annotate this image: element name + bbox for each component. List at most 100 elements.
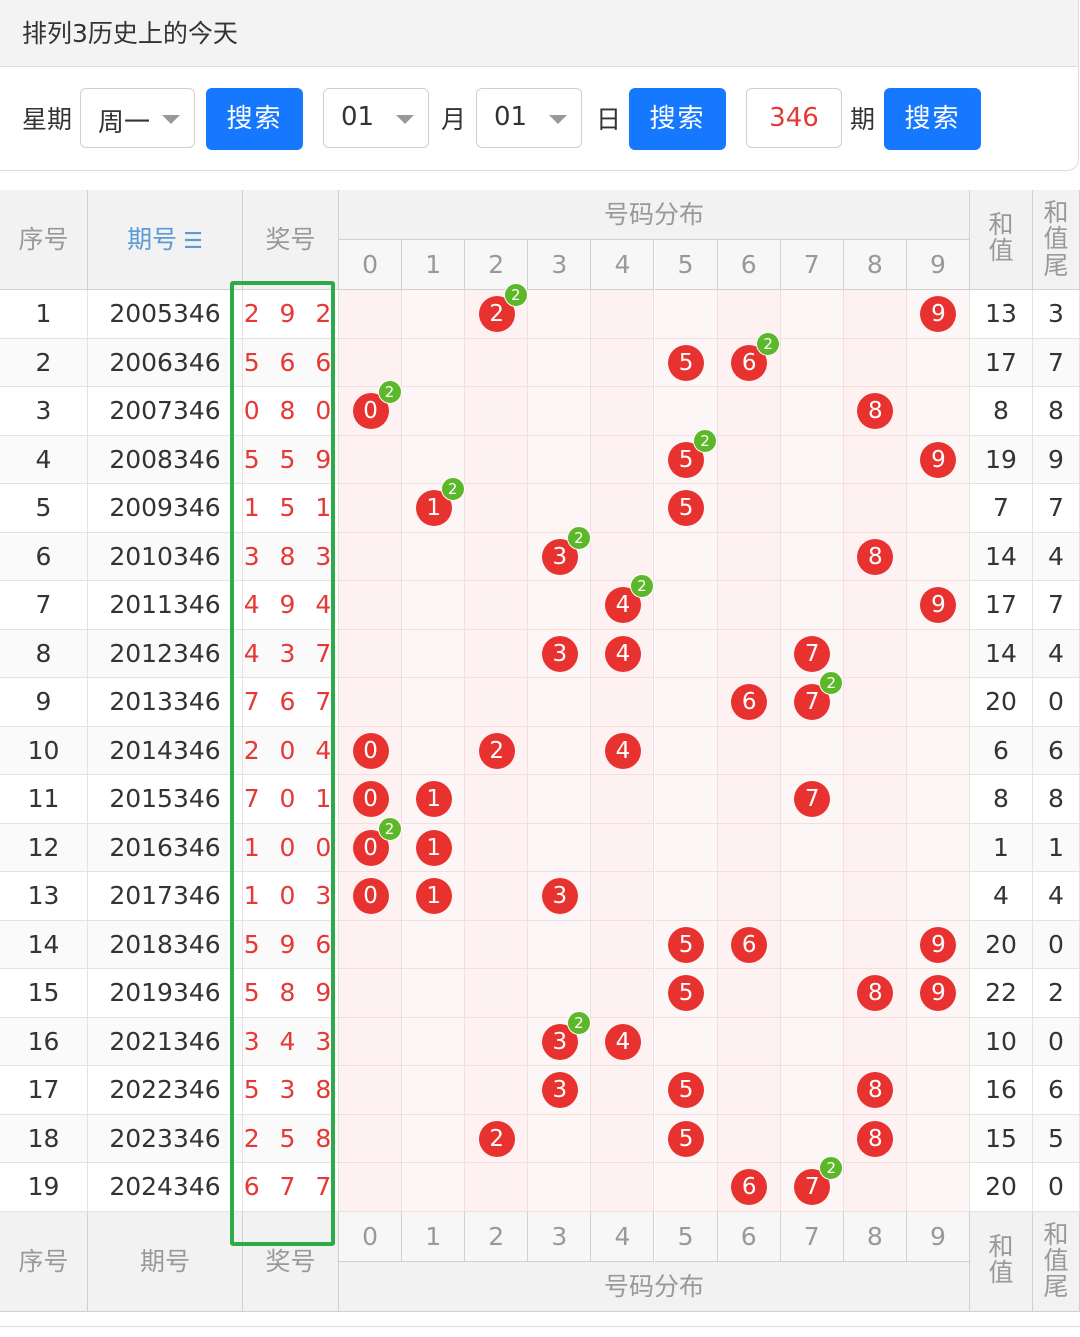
header-digit-label: 6 [740,250,757,279]
digit-cell-2: 2 [465,726,529,775]
number-ball: 5 [668,926,705,963]
digit-cell-8 [843,629,907,678]
repeat-count-badge: 2 [693,428,718,453]
row-award-value: 5 3 8 [243,1075,338,1104]
digit-cell-7 [780,969,844,1018]
period-input[interactable]: 346 [746,88,842,148]
row-sum-value: 14 [985,541,1017,571]
digit-cell-9 [906,775,970,824]
digit-cell-8 [843,484,907,533]
header-index: 序号 [0,190,88,290]
digit-cell-0 [339,969,403,1018]
digit-cell-0 [339,678,403,727]
repeat-count-badge: 2 [377,380,402,405]
header-award: 奖号 [243,190,339,290]
digit-cell-8 [843,290,907,339]
row-period-value: 2012346 [109,638,221,668]
number-ball: 0 [352,781,389,818]
row-index-value: 8 [35,638,52,668]
period-search-button[interactable]: 搜索 [884,88,981,150]
digit-cell-2 [465,629,529,678]
repeat-count-badge: 2 [819,671,844,696]
digit-cell-5 [654,1017,718,1066]
header-distribution-label: 号码分布 [603,200,704,229]
weekday-select[interactable]: 周一 [80,88,195,148]
digit-cell-8: 8 [843,1066,907,1115]
date-search-button[interactable]: 搜索 [629,88,726,150]
number-ball: 8 [857,975,894,1012]
digit-cell-9: 9 [906,435,970,484]
digit-cell-7 [780,532,844,581]
weekday-label: 星期 [22,105,73,134]
row-index-value: 18 [27,1123,60,1153]
digit-cell-8 [843,726,907,775]
digit-cell-4 [591,920,655,969]
row-index-value: 13 [27,881,60,910]
row-sum-value: 4 [993,881,1009,910]
row-period-value: 2011346 [109,590,221,619]
row-sum-tail-value: 0 [1048,687,1064,716]
header-digit-3: 3 [528,1211,592,1262]
digit-cell-5: 5 [654,484,718,533]
header-digit-0: 0 [339,240,403,290]
header-digit-9: 9 [906,1211,970,1262]
row-index: 13 [0,872,88,921]
digit-cell-1 [402,387,466,436]
header-digit-7: 7 [780,1211,844,1262]
row-award-value: 3 4 3 [243,1026,338,1056]
row-sum-value: 15 [985,1123,1017,1153]
row-index: 17 [0,1066,88,1115]
header-period[interactable]: 期号 ☰ [88,190,243,290]
row-period-value: 2018346 [109,929,221,959]
digit-cell-2 [465,1017,529,1066]
row-sum-value: 17 [985,590,1017,619]
digit-cell-1 [402,1017,466,1066]
row-period-value: 2024346 [109,1172,221,1201]
row-index: 12 [0,823,88,872]
row-sum: 20 [970,1163,1033,1212]
digit-cell-2 [465,920,529,969]
row-award-value: 4 9 4 [243,590,338,619]
row-sum-value: 22 [985,978,1017,1007]
weekday-search-button[interactable]: 搜索 [206,88,303,150]
digit-cell-1: 1 [402,872,466,921]
row-period: 2014346 [88,726,243,775]
digit-cell-1 [402,435,466,484]
row-period: 2022346 [88,1066,243,1115]
row-sum-value: 6 [993,735,1009,765]
row-index: 18 [0,1114,88,1163]
digit-cell-7 [780,290,844,339]
month-select[interactable]: 01 [323,88,429,148]
digit-cell-0 [339,484,403,533]
row-period: 2009346 [88,484,243,533]
header-distribution-label: 号码分布 [603,1271,704,1301]
header-digit-label: 9 [929,250,946,279]
row-award-value: 5 5 9 [243,444,338,474]
number-ball: 9 [920,296,957,333]
row-index: 5 [0,484,88,533]
digit-cell-8 [843,678,907,727]
header-award-label: 奖号 [265,225,316,254]
row-sum-tail-value: 0 [1048,1026,1064,1056]
row-index: 10 [0,726,88,775]
digit-cell-3 [528,484,592,533]
row-sum: 1 [970,823,1033,872]
header-digit-label: 8 [866,250,883,279]
row-sum-tail-value: 6 [1048,735,1064,765]
number-ball: 7 [794,635,831,672]
row-sum-value: 19 [985,444,1017,474]
digit-cell-4 [591,969,655,1018]
day-select[interactable]: 01 [476,88,582,148]
row-award-value: 1 0 0 [243,832,338,862]
digit-cell-9 [906,338,970,387]
header-digit-2: 2 [465,1211,529,1262]
digit-cell-4: 4 [591,726,655,775]
row-index-value: 19 [27,1172,60,1201]
row-sum-value: 16 [985,1075,1017,1104]
number-ball: 9 [920,926,957,963]
digit-cell-0 [339,290,403,339]
header-distribution: 号码分布 [339,190,970,240]
